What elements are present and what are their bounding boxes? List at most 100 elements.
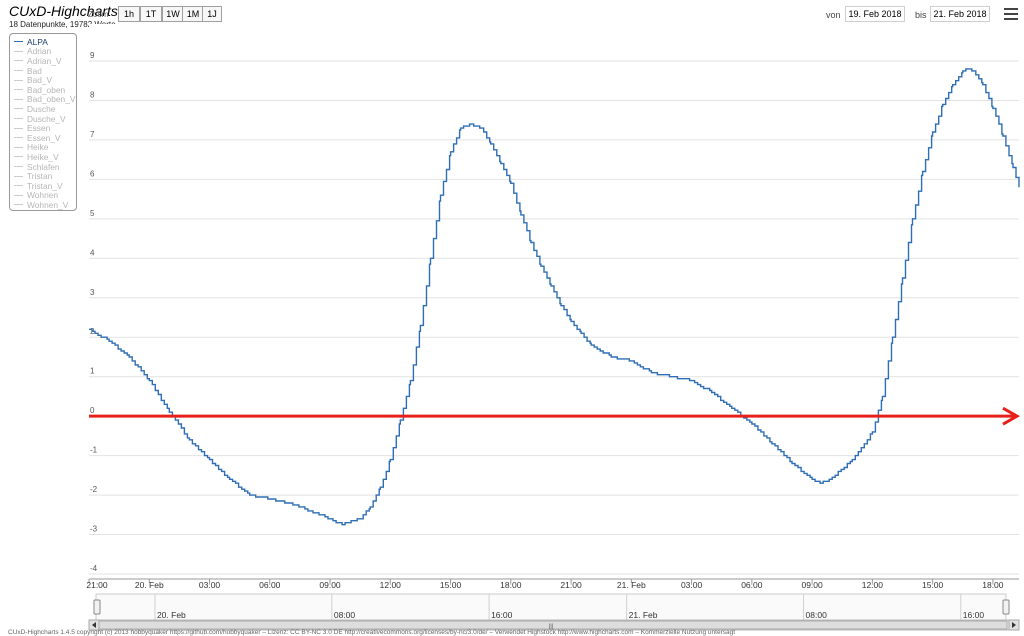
legend-item-bad[interactable]: Bad bbox=[10, 66, 76, 76]
hamburger-menu-icon[interactable] bbox=[1004, 8, 1018, 20]
legend-swatch bbox=[14, 41, 23, 43]
y-tick-label: 9 bbox=[90, 51, 95, 60]
arrow-right-icon bbox=[1012, 622, 1016, 628]
legend-item-tristan[interactable]: Tristan bbox=[10, 171, 76, 181]
x-axis: 21:00 20. Feb 03:00 06:00 09:00 12:00 15:00 18:… bbox=[86, 578, 1019, 590]
legend-item-essen[interactable]: Essen bbox=[10, 123, 76, 133]
legend-item-heike[interactable]: Heike bbox=[10, 142, 76, 153]
legend-item-tristan-v[interactable]: Tristan_V bbox=[10, 181, 76, 191]
legend-swatch bbox=[14, 137, 23, 139]
y-tick-label: 8 bbox=[90, 90, 95, 99]
navigator-handle-right[interactable] bbox=[1002, 599, 1010, 615]
legend-item-wohnen-v[interactable]: Wohnen_V bbox=[10, 200, 76, 210]
range-from-label: von bbox=[826, 10, 841, 20]
range-to-label: bis bbox=[915, 10, 927, 20]
x-tick-label: 18:00 bbox=[982, 580, 1004, 590]
x-tick-label: 03:00 bbox=[199, 580, 221, 590]
grid-lines bbox=[89, 60, 1019, 575]
legend-swatch bbox=[14, 50, 23, 52]
legend-swatch bbox=[14, 175, 23, 177]
legend-swatch bbox=[14, 79, 23, 81]
arrow-left-icon bbox=[92, 622, 96, 628]
legend-swatch bbox=[14, 127, 23, 129]
x-tick-label: 18:00 bbox=[500, 580, 522, 590]
chart-legend: ALPA Adrian Adrian_V Bad Bad_V Bad_oben Bad_ob… bbox=[9, 33, 77, 211]
series-layer bbox=[89, 68, 1020, 526]
legend-label: Tristan bbox=[27, 171, 53, 182]
legend-label: Bad_oben bbox=[27, 84, 66, 95]
legend-label: Essen bbox=[27, 123, 51, 134]
x-tick-label: 06:00 bbox=[259, 580, 281, 590]
page-title: CUxD-Highcharts 1.4.5 bbox=[9, 3, 153, 19]
y-tick-label: -2 bbox=[90, 485, 98, 494]
zoom-button-1j[interactable]: 1J bbox=[202, 6, 222, 22]
zoom-button-1h[interactable]: 1h bbox=[118, 6, 140, 22]
legend-swatch bbox=[14, 194, 23, 196]
x-tick-label: 21:00 bbox=[560, 580, 582, 590]
legend-label: ALPA bbox=[27, 36, 48, 47]
x-tick-label: 12:00 bbox=[380, 580, 402, 590]
y-tick-label: 7 bbox=[90, 130, 95, 139]
legend-swatch bbox=[14, 98, 23, 100]
legend-swatch bbox=[14, 166, 23, 168]
navigator-tick-label: 16:00 bbox=[963, 610, 985, 620]
navigator-area[interactable] bbox=[95, 593, 1007, 621]
legend-item-bad-v[interactable]: Bad_V bbox=[10, 75, 76, 85]
navigator-tick-label: 08:00 bbox=[334, 610, 356, 620]
legend-item-bad-oben[interactable]: Bad_oben bbox=[10, 85, 76, 95]
y-tick-label: 1 bbox=[90, 367, 95, 376]
grip-icon: ||| bbox=[549, 624, 554, 630]
range-to-input[interactable]: 21. Feb 2018 bbox=[930, 6, 990, 22]
legend-label: Dusche bbox=[27, 103, 56, 114]
x-tick-label: 12:00 bbox=[862, 580, 884, 590]
legend-item-dusche-v[interactable]: Dusche_V bbox=[10, 114, 76, 124]
y-tick-label: 5 bbox=[90, 209, 95, 218]
legend-label: Schlafen bbox=[27, 161, 60, 172]
navigator-axis: 20. Feb 08:00 16:00 21. Feb 08:00 16:00 bbox=[154, 594, 985, 620]
legend-label: Tristan_V bbox=[27, 180, 63, 191]
footer-text: CUxD-Highcharts 1.4.5 copyright (c) 2013… bbox=[8, 629, 736, 636]
x-tick-label: 21:00 bbox=[86, 580, 108, 590]
legend-item-schlafen[interactable]: Schlafen bbox=[10, 162, 76, 172]
zoom-button-1t[interactable]: 1T bbox=[140, 6, 162, 22]
legend-label: Essen_V bbox=[27, 132, 61, 143]
y-tick-label: 4 bbox=[90, 248, 95, 257]
navigator-tick-label: 08:00 bbox=[806, 610, 828, 620]
series-line-alpa[interactable] bbox=[89, 68, 1020, 526]
navigator-handle-left[interactable] bbox=[93, 599, 101, 615]
legend-swatch bbox=[14, 89, 23, 91]
legend-item-wohnen[interactable]: Wohnen bbox=[10, 190, 76, 201]
y-tick-label: -1 bbox=[90, 446, 98, 455]
x-tick-label: 20. Feb bbox=[135, 580, 164, 590]
legend-item-alpa[interactable]: ALPA bbox=[10, 37, 76, 47]
x-tick-label: 09:00 bbox=[319, 580, 341, 590]
x-tick-label: 06:00 bbox=[741, 580, 763, 590]
legend-item-heike-v[interactable]: Heike_V bbox=[10, 152, 76, 162]
legend-label: Heike bbox=[27, 142, 49, 153]
x-tick-label: 15:00 bbox=[922, 580, 944, 590]
legend-swatch bbox=[14, 70, 23, 72]
legend-item-dusche[interactable]: Dusche bbox=[10, 104, 76, 114]
x-tick-label: 15:00 bbox=[440, 580, 462, 590]
legend-label: Wohnen bbox=[27, 190, 59, 201]
arrow-head-icon bbox=[1002, 406, 1021, 426]
x-tick-label: 09:00 bbox=[801, 580, 823, 590]
legend-label: Wohnen_V bbox=[27, 199, 69, 210]
y-tick-label: -3 bbox=[90, 525, 98, 534]
legend-label: Heike_V bbox=[27, 151, 59, 162]
y-tick-label: 0 bbox=[90, 406, 95, 415]
legend-item-bad-oben-v[interactable]: Bad_oben_V bbox=[10, 94, 76, 104]
plot-background bbox=[89, 24, 1019, 579]
y-tick-label: -4 bbox=[90, 564, 98, 573]
range-from-input[interactable]: 19. Feb 2018 bbox=[845, 6, 905, 22]
legend-item-adrian[interactable]: Adrian bbox=[10, 46, 76, 56]
legend-label: Adrian_V bbox=[27, 55, 62, 66]
x-tick-label: 03:00 bbox=[681, 580, 703, 590]
annotation-layer bbox=[89, 406, 1021, 426]
legend-item-adrian-v[interactable]: Adrian_V bbox=[10, 56, 76, 66]
x-tick-label: 21. Feb bbox=[617, 580, 646, 590]
legend-swatch bbox=[14, 204, 23, 206]
legend-item-essen-v[interactable]: Essen_V bbox=[10, 133, 76, 143]
legend-label: Bad_V bbox=[27, 75, 53, 86]
